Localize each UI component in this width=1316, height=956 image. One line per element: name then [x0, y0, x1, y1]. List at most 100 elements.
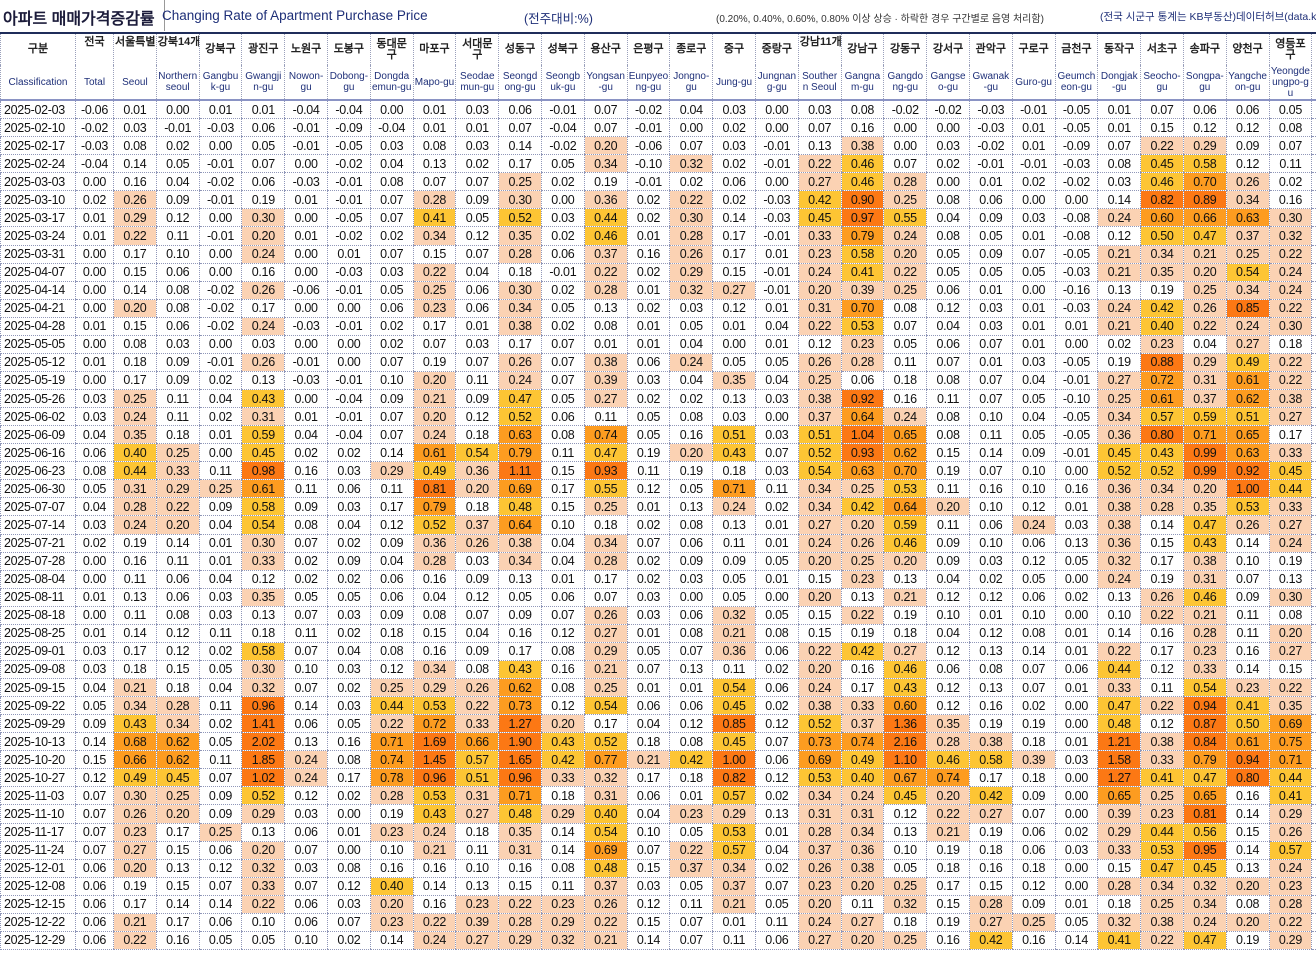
rate-cell[interactable]: -0.02 [326, 226, 371, 246]
column-header-en[interactable]: Yeongdeungpo-gu [1268, 65, 1312, 101]
rate-cell[interactable]: 0.07 [455, 353, 499, 372]
rate-cell[interactable]: 0.26 [1268, 823, 1312, 842]
rate-cell[interactable]: 0.37 [583, 877, 628, 896]
rate-cell[interactable]: 0.07 [369, 407, 414, 427]
rate-cell[interactable]: 0.39 [1011, 750, 1056, 770]
rate-cell[interactable]: 0.15 [412, 245, 456, 264]
rate-cell[interactable]: 0.02 [540, 226, 585, 246]
rate-cell[interactable]: 0.00 [198, 136, 242, 156]
rate-cell[interactable]: 0.05 [1054, 913, 1098, 932]
rate-cell[interactable]: 0.24 [412, 823, 456, 842]
column-header-ko[interactable]: 강북14개 [155, 32, 200, 65]
rate-cell[interactable]: 0.09 [155, 190, 200, 210]
rate-cell[interactable]: 0.01 [712, 317, 756, 336]
rate-cell[interactable]: 0.06 [669, 606, 713, 625]
rate-cell[interactable]: 0.05 [926, 263, 970, 282]
rate-cell[interactable]: 0.15 [498, 877, 542, 896]
rate-cell[interactable]: 0.58 [968, 750, 1013, 770]
column-header-ko[interactable]: 구로구 [1011, 32, 1056, 65]
rate-cell[interactable]: 0.58 [241, 642, 285, 661]
rate-cell[interactable]: 0.07 [1011, 678, 1056, 698]
rate-cell[interactable]: 0.00 [1054, 714, 1098, 734]
rate-cell[interactable]: 0.39 [1097, 804, 1141, 824]
column-header-ko[interactable]: 강남11개 [797, 32, 842, 65]
rate-cell[interactable]: 0.02 [198, 714, 242, 734]
rate-cell[interactable]: 0.17 [113, 895, 157, 914]
rate-cell[interactable]: 0.38 [840, 859, 884, 878]
rate-cell[interactable]: 0.00 [326, 335, 371, 354]
rate-cell[interactable]: 0.22 [583, 913, 628, 932]
rate-cell[interactable]: 0.05 [1011, 425, 1056, 445]
rate-cell[interactable]: 0.06 [241, 172, 285, 192]
rate-cell[interactable]: 0.07 [284, 606, 328, 625]
rate-cell[interactable]: -0.01 [284, 118, 328, 138]
rate-cell[interactable]: 0.15 [540, 461, 585, 481]
rate-cell[interactable]: 0.23 [1182, 642, 1227, 661]
rate-cell[interactable]: 0.08 [1225, 895, 1270, 914]
rate-cell[interactable]: 0.04 [754, 841, 799, 860]
rate-cell[interactable]: 0.11 [754, 479, 799, 499]
rate-cell[interactable]: 0.09 [1011, 443, 1056, 463]
rate-cell[interactable]: 0.00 [669, 118, 713, 138]
rate-cell[interactable]: -0.03 [1054, 299, 1098, 318]
rate-cell[interactable]: 0.16 [498, 859, 542, 878]
rate-cell[interactable]: 0.42 [840, 642, 884, 661]
rate-cell[interactable]: 0.16 [113, 172, 157, 192]
rate-cell[interactable]: 0.00 [155, 100, 200, 120]
rate-cell[interactable]: 0.26 [113, 804, 157, 824]
rate-cell[interactable]: 0.02 [75, 190, 114, 210]
rate-cell[interactable]: 0.29 [1268, 931, 1312, 950]
rate-cell[interactable]: 0.28 [369, 786, 414, 806]
rate-cell[interactable]: 0.06 [75, 931, 114, 950]
rate-cell[interactable]: 0.44 [1268, 479, 1312, 499]
rate-cell[interactable]: 0.19 [113, 534, 157, 553]
rate-cell[interactable]: 0.08 [926, 190, 970, 210]
rate-cell[interactable]: 0.05 [498, 588, 542, 607]
rate-cell[interactable]: 0.43 [1182, 534, 1227, 553]
rate-cell[interactable]: 0.12 [155, 624, 200, 643]
rate-cell[interactable]: 0.54 [797, 461, 842, 481]
rate-cell[interactable]: 1.85 [241, 750, 285, 770]
rate-cell[interactable]: 0.46 [840, 172, 884, 192]
rate-cell[interactable]: 0.21 [412, 389, 456, 409]
rate-cell[interactable]: 0.23 [1140, 804, 1184, 824]
rate-cell[interactable]: -0.16 [1054, 281, 1098, 300]
rate-cell[interactable]: 0.00 [198, 245, 242, 264]
rate-cell[interactable]: 0.19 [883, 606, 927, 625]
rate-cell[interactable]: 0.60 [1140, 208, 1184, 228]
rate-cell[interactable]: 0.12 [455, 226, 499, 246]
column-header-en[interactable]: Gangnam-gu [840, 65, 884, 101]
rate-cell[interactable]: 0.33 [241, 552, 285, 571]
rate-cell[interactable]: 0.26 [669, 245, 713, 264]
rate-cell[interactable]: 0.26 [1140, 588, 1184, 607]
rate-cell[interactable]: 0.14 [540, 841, 585, 860]
column-header-en[interactable]: Northern seoul [155, 65, 200, 101]
rate-cell[interactable]: 0.04 [412, 588, 456, 607]
rate-cell[interactable]: 0.15 [926, 895, 970, 914]
rate-cell[interactable]: 0.07 [75, 786, 114, 806]
rate-cell[interactable]: 0.09 [1225, 136, 1270, 156]
rate-cell[interactable]: 0.12 [155, 642, 200, 661]
rate-cell[interactable]: -0.02 [1054, 172, 1098, 192]
rate-cell[interactable]: 0.12 [754, 768, 799, 788]
rate-cell[interactable]: -0.01 [540, 263, 585, 282]
rate-cell[interactable]: 0.04 [75, 425, 114, 445]
rate-cell[interactable]: 0.08 [284, 515, 328, 535]
rate-cell[interactable]: 0.06 [75, 443, 114, 463]
rate-cell[interactable]: 0.12 [926, 678, 970, 698]
rate-cell[interactable]: 0.06 [926, 281, 970, 300]
rate-cell[interactable]: 0.03 [326, 606, 371, 625]
rate-cell[interactable]: 0.03 [626, 877, 670, 896]
rate-cell[interactable]: 0.27 [1097, 371, 1141, 391]
rate-cell[interactable]: 0.07 [669, 642, 713, 661]
rate-cell[interactable]: 0.43 [498, 660, 542, 680]
rate-cell[interactable]: 0.07 [75, 841, 114, 860]
rate-cell[interactable]: 0.62 [498, 678, 542, 698]
rate-cell[interactable]: 0.08 [926, 407, 970, 427]
rate-cell[interactable]: 0.23 [797, 245, 842, 264]
rate-cell[interactable]: 0.14 [1225, 804, 1270, 824]
rate-cell[interactable]: 0.25 [412, 281, 456, 300]
rate-cell[interactable]: 0.20 [412, 407, 456, 427]
rate-cell[interactable]: 0.04 [326, 515, 371, 535]
rate-cell[interactable]: 0.07 [369, 245, 414, 264]
